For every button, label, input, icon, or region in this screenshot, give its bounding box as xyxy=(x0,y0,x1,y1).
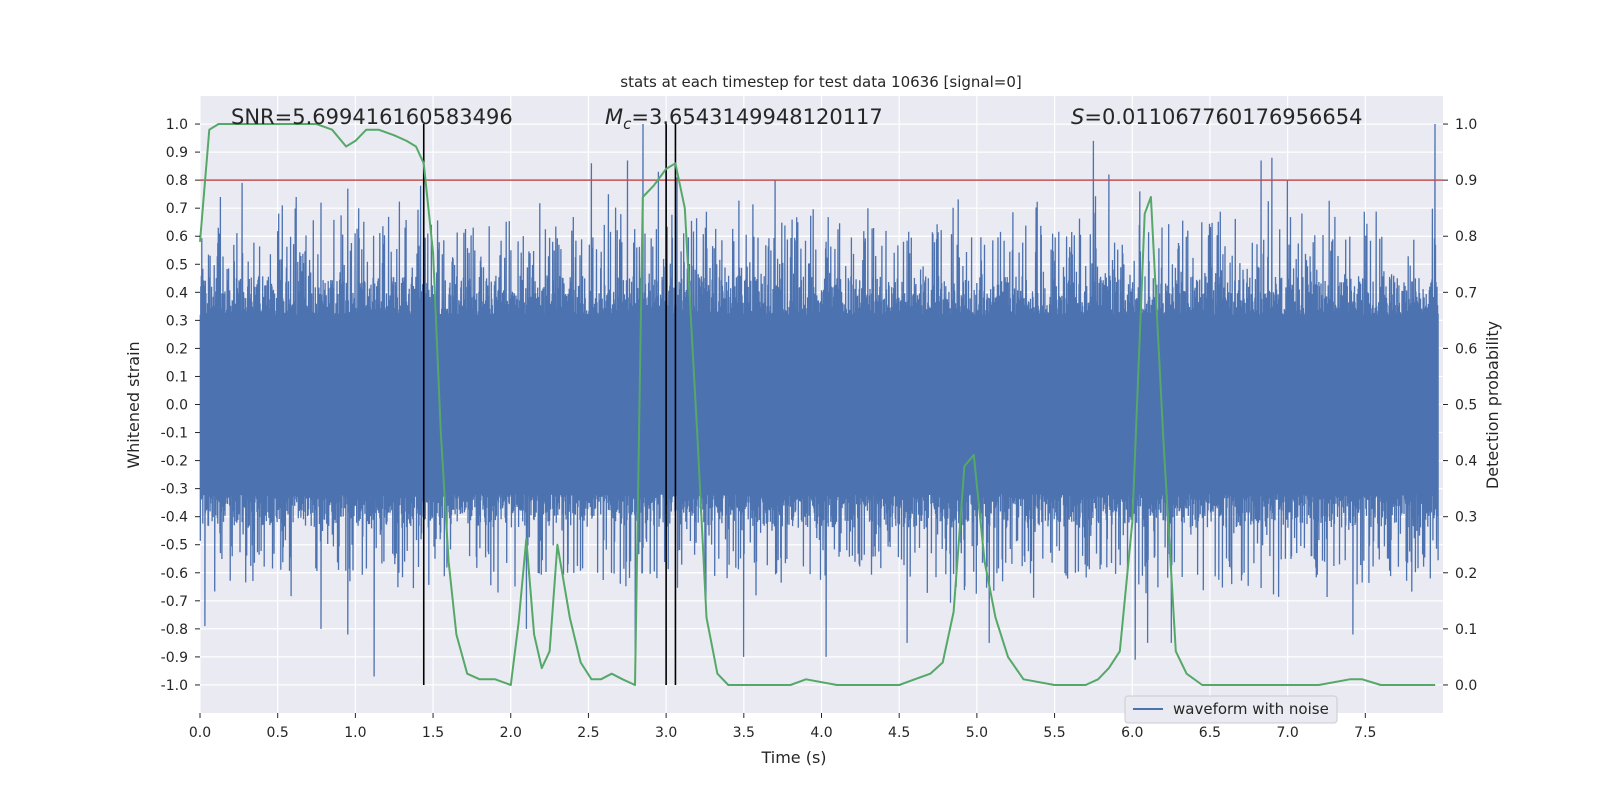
y2-tick-label: 1.0 xyxy=(1455,117,1477,133)
y-tick-label: 0.9 xyxy=(166,145,188,161)
x-tick-label: 6.5 xyxy=(1199,725,1221,741)
y-tick-label: 0.6 xyxy=(166,229,188,245)
x-tick-label: 0.0 xyxy=(189,725,211,741)
legend: waveform with noise xyxy=(1124,695,1338,724)
y2-tick-label: 0.6 xyxy=(1455,341,1477,357)
vertical-markers xyxy=(422,124,677,685)
x-tick-label: 5.0 xyxy=(966,725,988,741)
x-tick-label: 0.5 xyxy=(267,725,289,741)
waveform-series xyxy=(199,123,1439,677)
snr-annotation: SNR=5.699416160583496 xyxy=(231,105,513,129)
legend-label: waveform with noise xyxy=(1173,700,1329,718)
y-tick-label: -0.4 xyxy=(161,510,188,526)
chart-title: stats at each timestep for test data 106… xyxy=(620,73,1021,91)
y2-tick-label: 0.4 xyxy=(1455,454,1477,470)
y2-axis-label: Detection probability xyxy=(1483,321,1502,489)
y-tick-label: -0.8 xyxy=(161,622,188,638)
x-tick-label: 2.0 xyxy=(500,725,522,741)
s-annotation: S=0.011067760176956654 xyxy=(1071,105,1362,129)
y2-tick-label: 0.3 xyxy=(1455,510,1477,526)
y2-tick-label: 0.8 xyxy=(1455,229,1477,245)
x-tick-label: 1.5 xyxy=(422,725,444,741)
y-tick-label: -0.9 xyxy=(161,650,188,666)
x-tick-label: 3.0 xyxy=(655,725,677,741)
mc-annotation: Mc=3.6543149948120117 xyxy=(605,105,883,133)
y-tick-label: 0.5 xyxy=(166,257,188,273)
y2-tick-label: 0.2 xyxy=(1455,566,1477,582)
x-tick-label: 4.5 xyxy=(888,725,910,741)
y-tick-label: 0.1 xyxy=(166,369,188,385)
y-tick-label: 0.4 xyxy=(166,285,188,301)
y-tick-label: 0.0 xyxy=(166,398,188,414)
x-tick-label: 4.0 xyxy=(810,725,832,741)
legend-box xyxy=(1124,695,1338,724)
y-tick-label: -1.0 xyxy=(161,678,188,694)
y-tick-label: 0.8 xyxy=(166,173,188,189)
s-symbol: S xyxy=(1071,105,1084,129)
mc-subscript: c xyxy=(623,115,632,133)
y2-tick-label: 0.0 xyxy=(1455,678,1477,694)
x-axis-label: Time (s) xyxy=(760,748,826,767)
y-tick-label: 1.0 xyxy=(166,117,188,133)
y-tick-label: -0.7 xyxy=(161,594,188,610)
x-tick-label: 2.5 xyxy=(577,725,599,741)
y-tick-label: 0.7 xyxy=(166,201,188,217)
waveform-line xyxy=(199,123,1439,677)
y-tick-label: -0.1 xyxy=(161,426,188,442)
x-tick-label: 7.0 xyxy=(1276,725,1298,741)
probability-series xyxy=(199,123,1436,686)
x-tick-label: 6.0 xyxy=(1121,725,1143,741)
y2-tick-label: 0.1 xyxy=(1455,622,1477,638)
y-axis-label: Whitened strain xyxy=(124,341,143,468)
y-tick-label: 0.2 xyxy=(166,341,188,357)
x-tick-label: 1.0 xyxy=(344,725,366,741)
mc-symbol: M xyxy=(605,105,623,129)
axes: 0.0 0.5 1.0 1.5 2.0 2.5 3.0 3.5 4.0 4.5 5.0 5.5 6.0 6… xyxy=(161,117,1478,741)
y-tick-label: -0.6 xyxy=(161,566,188,582)
x-tick-label: 7.5 xyxy=(1354,725,1376,741)
y-tick-label: 0.3 xyxy=(166,313,188,329)
s-value: =0.011067760176956654 xyxy=(1084,105,1362,129)
probability-line xyxy=(199,123,1436,686)
x-tick-label: 3.5 xyxy=(733,725,755,741)
mc-value: =3.6543149948120117 xyxy=(631,105,882,129)
y-tick-label: -0.5 xyxy=(161,538,188,554)
y2-tick-label: 0.5 xyxy=(1455,398,1477,414)
y-tick-label: -0.3 xyxy=(161,482,188,498)
y2-tick-label: 0.7 xyxy=(1455,285,1477,301)
y-tick-label: -0.2 xyxy=(161,454,188,470)
x-tick-label: 5.5 xyxy=(1043,725,1065,741)
y2-tick-label: 0.9 xyxy=(1455,173,1477,189)
